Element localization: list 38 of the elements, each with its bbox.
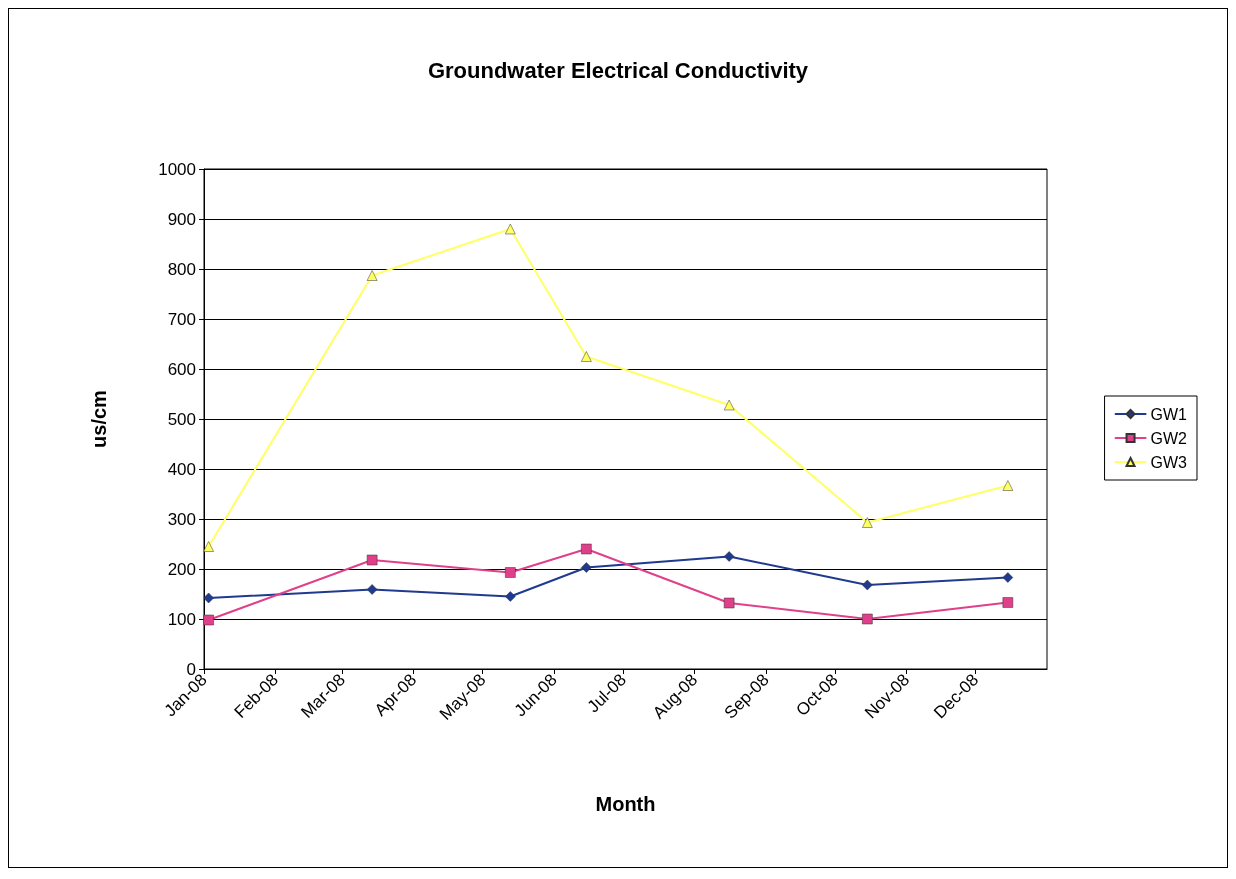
point — [1002, 597, 1014, 608]
point — [862, 613, 873, 625]
point — [862, 517, 873, 528]
y-tick-label: 200 — [167, 559, 196, 579]
point — [366, 554, 378, 566]
point — [203, 614, 214, 626]
point — [505, 223, 516, 235]
legend-label: GW2 — [1150, 429, 1188, 447]
point — [203, 592, 214, 604]
legend-label: GW1 — [1150, 405, 1188, 423]
y-tick-label: 100 — [167, 609, 196, 629]
y-tick-label: 700 — [167, 309, 196, 329]
y-tick-label: 500 — [167, 409, 196, 429]
legend-label: GW3 — [1150, 453, 1188, 471]
chart-title: Groundwater Electrical Conductivity — [427, 57, 809, 83]
y-tick-label: 400 — [167, 459, 196, 479]
y-tick-label: 900 — [167, 209, 196, 229]
point — [862, 579, 873, 591]
point — [203, 541, 214, 552]
y-tick-label: 300 — [167, 509, 196, 529]
point — [581, 543, 592, 555]
x-axis-title: Month — [595, 793, 656, 815]
point — [505, 591, 516, 602]
point — [366, 584, 378, 595]
y-tick-label: 600 — [167, 359, 196, 379]
point — [581, 351, 592, 362]
point — [723, 597, 735, 609]
y-tick-label: 800 — [167, 259, 196, 279]
y-tick-label: 0 — [186, 659, 196, 679]
y-tick-label: 1000 — [158, 159, 196, 179]
point — [366, 270, 378, 281]
y-axis-title: us/cm — [88, 390, 110, 448]
point — [723, 399, 735, 411]
point — [723, 551, 735, 562]
point — [505, 567, 516, 578]
point — [1002, 480, 1014, 491]
point — [1002, 572, 1014, 583]
point — [581, 562, 592, 573]
